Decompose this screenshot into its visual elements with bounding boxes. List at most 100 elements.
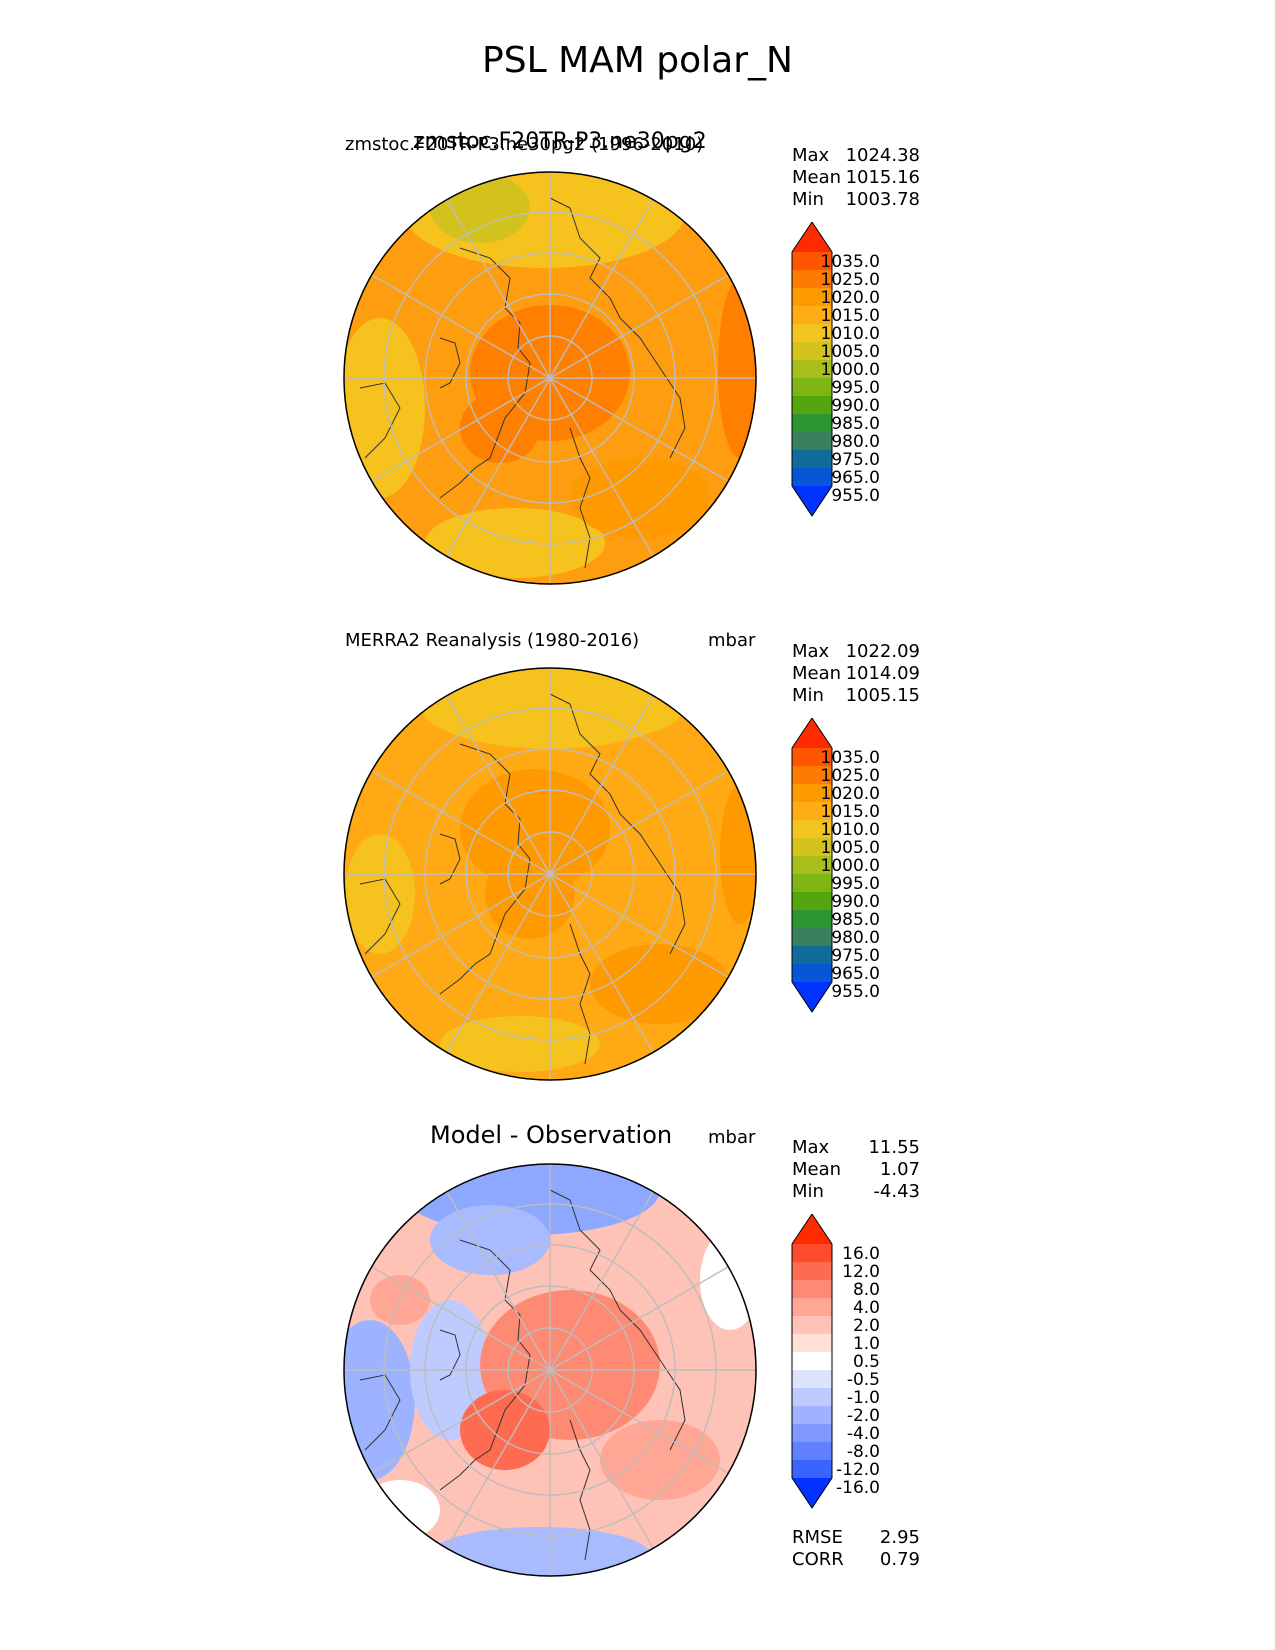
panel3-title: Model - Observation — [430, 1121, 673, 1149]
colorbar-segment — [792, 252, 832, 271]
panel3-map — [343, 1163, 757, 1577]
colorbar-tick-label: 985.0 — [831, 414, 880, 434]
colorbar-tick-label: 1020.0 — [821, 784, 880, 804]
colorbar-tick-label: -4.0 — [847, 1424, 880, 1444]
stat-value: 1.07 — [879, 1159, 920, 1180]
colorbar-segment — [792, 1406, 832, 1425]
panel3-colorbar: 16.012.08.04.02.01.00.5-0.5-1.0-2.0-4.0-… — [791, 1214, 880, 1509]
panel3-corr: CORR 0.79 — [792, 1549, 920, 1571]
colorbar-tick-label: 1000.0 — [821, 856, 880, 876]
stat-value: 1014.09 — [845, 663, 920, 684]
colorbar-extend-min — [792, 982, 832, 1012]
stat-value: 1003.78 — [845, 189, 920, 210]
colorbar-tick-label: 1025.0 — [821, 270, 880, 290]
colorbar-tick-label: 955.0 — [831, 982, 880, 1002]
colorbar-segment — [792, 1280, 832, 1299]
colorbar-segment — [792, 748, 832, 767]
stat-value: -4.43 — [873, 1181, 920, 1202]
stat-value: 11.55 — [868, 1137, 920, 1158]
colorbar-segment — [792, 856, 832, 875]
colorbar-segment — [792, 360, 832, 379]
colorbar-tick-label: 975.0 — [831, 450, 880, 470]
metric-label: CORR — [792, 1549, 844, 1570]
colorbar-tick-label: 980.0 — [831, 928, 880, 948]
colorbar-segment — [792, 802, 832, 821]
colorbar-segment — [792, 1262, 832, 1281]
colorbar-extend-max — [792, 718, 832, 748]
colorbar-tick-label: -2.0 — [847, 1406, 880, 1426]
colorbar-segment — [792, 946, 832, 965]
colorbar-segment — [792, 1334, 832, 1353]
colorbar-segment — [792, 288, 832, 307]
colorbar-tick-label: -1.0 — [847, 1388, 880, 1408]
colorbar-outline — [791, 1214, 833, 1509]
colorbar-tick-label: 990.0 — [831, 892, 880, 912]
stat-value: 1015.16 — [845, 167, 920, 188]
colorbar-segment — [792, 306, 832, 325]
colorbar-tick-label: 12.0 — [842, 1262, 880, 1282]
colorbar-segment — [792, 396, 832, 415]
colorbar-segment — [792, 270, 832, 289]
panel1-colorbar: 1035.01025.01020.01015.01010.01005.01000… — [791, 222, 880, 517]
colorbar-tick-label: 0.5 — [853, 1352, 880, 1372]
colorbar-tick-label: -16.0 — [836, 1478, 880, 1498]
stat-label: Mean — [792, 167, 842, 188]
colorbar-segment — [792, 1316, 832, 1335]
panel3-stat-max: Max 11.55 — [792, 1137, 920, 1159]
colorbar-tick-label: 1015.0 — [821, 802, 880, 822]
colorbar-tick-label: 1020.0 — [821, 288, 880, 308]
panel2-stat-max: Max 1022.09 — [792, 641, 920, 663]
colorbar-segment — [792, 324, 832, 343]
colorbar-tick-label: 1000.0 — [821, 360, 880, 380]
colorbar-segment — [792, 450, 832, 469]
panel2-colorbar: 1035.01025.01020.01015.01010.01005.01000… — [791, 718, 880, 1013]
colorbar-segment — [792, 1424, 832, 1443]
panel2-stat-mean: Mean 1014.09 — [792, 663, 920, 685]
colorbar-segment — [792, 1370, 832, 1389]
colorbar-tick-label: 965.0 — [831, 964, 880, 984]
colorbar-segment — [792, 1298, 832, 1317]
colorbar-extend-min — [792, 1478, 832, 1508]
colorbar-segment — [792, 1388, 832, 1407]
colorbar-tick-label: -0.5 — [847, 1370, 880, 1390]
stat-label: Max — [792, 145, 830, 166]
colorbar-segment — [792, 342, 832, 361]
colorbar-tick-label: 1015.0 — [821, 306, 880, 326]
panel2-title-left: MERRA2 Reanalysis (1980-2016) — [345, 630, 640, 651]
colorbar-segment — [792, 838, 832, 857]
panel2-stats: Max 1022.09 Mean 1014.09 Min 1005.15 — [792, 641, 920, 707]
panel3-graticule — [344, 1164, 756, 1576]
colorbar-tick-label: 1025.0 — [821, 766, 880, 786]
stat-label: Max — [792, 1137, 830, 1158]
colorbar-tick-label: 1.0 — [853, 1334, 880, 1354]
colorbar-tick-label: 980.0 — [831, 432, 880, 452]
colorbar-tick-label: 990.0 — [831, 396, 880, 416]
stat-label: Max — [792, 641, 830, 662]
metric-label: RMSE — [792, 1527, 843, 1548]
colorbar-extend-max — [792, 222, 832, 252]
colorbar-segment — [792, 1460, 832, 1479]
metric-value: 2.95 — [879, 1527, 920, 1548]
colorbar-segment — [792, 432, 832, 451]
colorbar-tick-label: 975.0 — [831, 946, 880, 966]
panel1-stats: Max 1024.38 Mean 1015.16 Min 1003.78 — [792, 145, 920, 211]
panel3-rmse: RMSE 2.95 — [792, 1527, 920, 1549]
colorbar-tick-label: 995.0 — [831, 378, 880, 398]
colorbar-segment — [792, 820, 832, 839]
colorbar-tick-label: 965.0 — [831, 468, 880, 488]
colorbar-extend-min — [792, 486, 832, 516]
stat-label: Mean — [792, 663, 842, 684]
colorbar-segment — [792, 1244, 832, 1263]
panel2-stat-min: Min 1005.15 — [792, 685, 920, 707]
panel3-stats: Max 11.55 Mean 1.07 Min -4.43 — [792, 1137, 920, 1203]
stat-value: 1005.15 — [845, 685, 920, 706]
colorbar-tick-label: 1035.0 — [821, 748, 880, 768]
panel1-stat-mean: Mean 1015.16 — [792, 167, 920, 189]
colorbar-tick-label: 1010.0 — [821, 324, 880, 344]
colorbar-segment — [792, 378, 832, 397]
colorbar-tick-label: 4.0 — [853, 1298, 880, 1318]
colorbar-segment — [792, 468, 832, 487]
colorbar-segment — [792, 892, 832, 911]
colorbar-tick-label: 1010.0 — [821, 820, 880, 840]
figure-title: PSL MAM polar_N — [482, 40, 793, 81]
